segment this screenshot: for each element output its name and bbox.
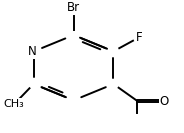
Text: CH₃: CH₃ [3,99,24,109]
Text: F: F [136,30,143,43]
Text: O: O [159,95,169,107]
Text: N: N [28,45,36,58]
Text: Br: Br [67,1,80,14]
